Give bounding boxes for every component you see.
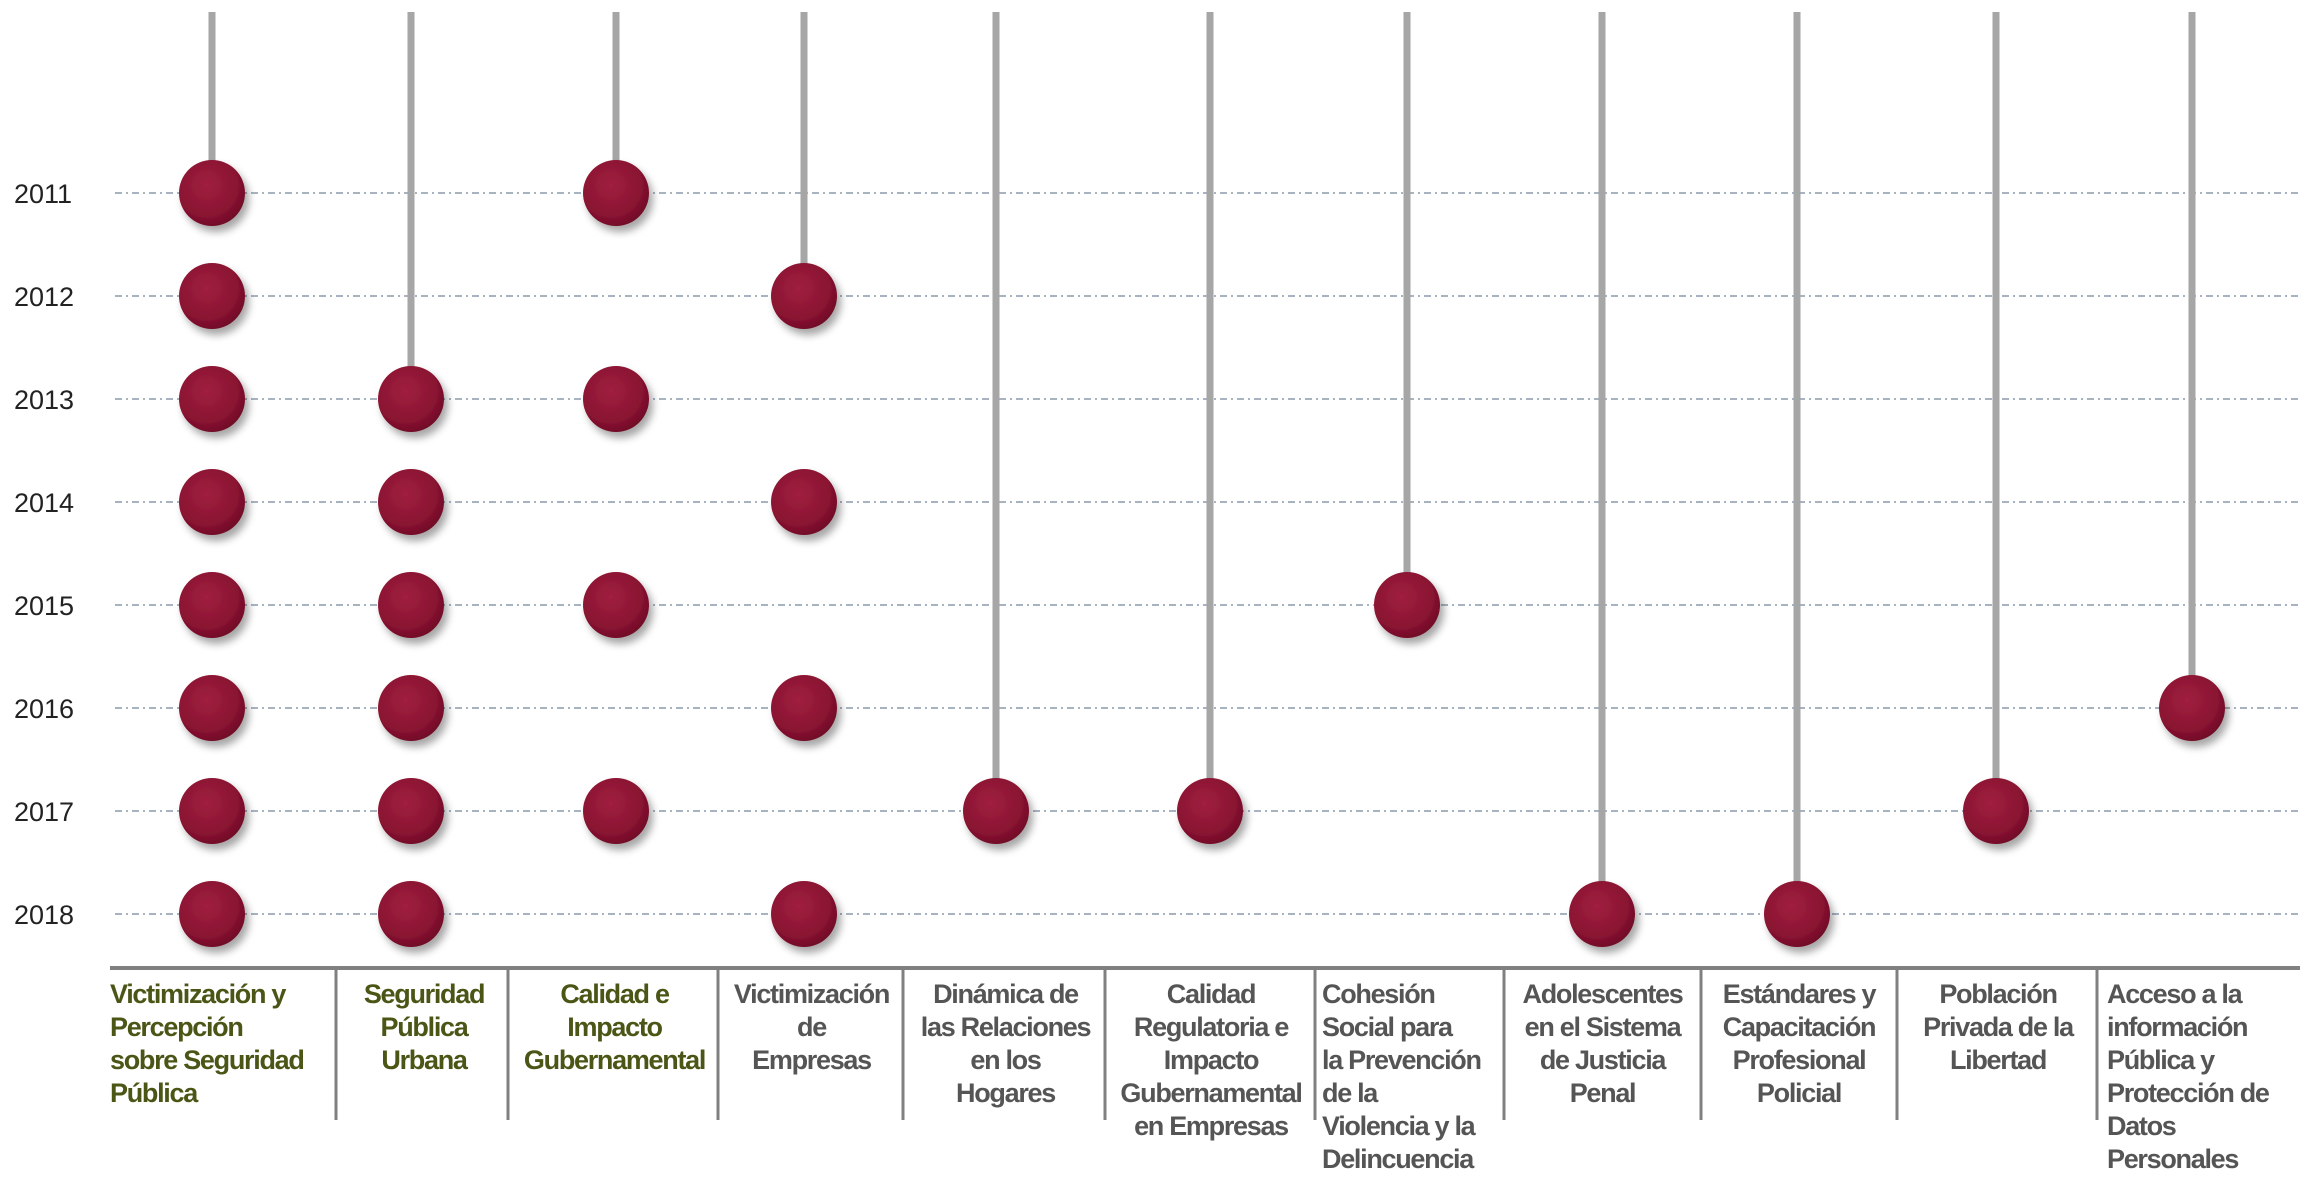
marker-3-2011 <box>583 160 649 226</box>
marker-5-2017 <box>963 778 1029 844</box>
marker-4-2014 <box>771 469 837 535</box>
category-label-3: Calidad e Impacto Gubernamental <box>523 979 706 1075</box>
category-label-11: Acceso a la información Pública y Protec… <box>2107 979 2270 1174</box>
marker-7-2015 <box>1374 572 1440 638</box>
year-axis: 2011 2012 2013 2014 2015 2016 2017 2018 <box>14 179 74 930</box>
year-label-2018: 2018 <box>14 900 74 930</box>
marker-1-2015 <box>179 572 245 638</box>
year-label-2014: 2014 <box>14 488 74 518</box>
category-label-10: Población Privada de la Libertad <box>1923 979 2074 1075</box>
year-label-2013: 2013 <box>14 385 74 415</box>
marker-2-2015 <box>378 572 444 638</box>
marker-3-2015 <box>583 572 649 638</box>
marker-4-2012 <box>771 263 837 329</box>
marker-2-2013 <box>378 366 444 432</box>
category-axis <box>110 966 2300 1120</box>
marker-3-2017 <box>583 778 649 844</box>
stems <box>208 12 2196 914</box>
marker-2-2014 <box>378 469 444 535</box>
year-label-2017: 2017 <box>14 797 74 827</box>
category-label-1: Victimización y Percepción sobre Segurid… <box>110 979 305 1108</box>
marker-1-2014 <box>179 469 245 535</box>
marker-1-2011 <box>179 160 245 226</box>
marker-6-2017 <box>1177 778 1243 844</box>
marker-3-2013 <box>583 366 649 432</box>
category-label-4: Victimización de Empresas <box>733 979 890 1075</box>
marker-2-2016 <box>378 675 444 741</box>
marker-1-2013 <box>179 366 245 432</box>
marker-1-2017 <box>179 778 245 844</box>
category-label-6: Calidad Regulatoria e Impacto Gubernamen… <box>1120 979 1302 1141</box>
marker-11-2016 <box>2159 675 2225 741</box>
year-label-2016: 2016 <box>14 694 74 724</box>
marker-1-2016 <box>179 675 245 741</box>
category-label-8: Adolescentes en el Sistema de Justicia P… <box>1522 979 1684 1108</box>
marker-2-2017 <box>378 778 444 844</box>
marker-1-2018 <box>179 881 245 947</box>
marker-9-2018 <box>1764 881 1830 947</box>
category-label-7: Cohesión Social para la Prevención de la… <box>1322 979 1482 1174</box>
category-label-2: Seguridad Pública Urbana <box>363 979 486 1075</box>
category-label-9: Estándares y Capacitación Profesional Po… <box>1722 979 1877 1108</box>
marker-4-2016 <box>771 675 837 741</box>
category-label-5: Dinámica de las Relaciones en los Hogare… <box>920 979 1092 1108</box>
year-label-2011: 2011 <box>14 179 72 209</box>
markers <box>179 160 2225 947</box>
marker-10-2017 <box>1963 778 2029 844</box>
marker-4-2018 <box>771 881 837 947</box>
marker-2-2018 <box>378 881 444 947</box>
marker-8-2018 <box>1569 881 1635 947</box>
year-label-2015: 2015 <box>14 591 74 621</box>
year-label-2012: 2012 <box>14 282 74 312</box>
marker-1-2012 <box>179 263 245 329</box>
